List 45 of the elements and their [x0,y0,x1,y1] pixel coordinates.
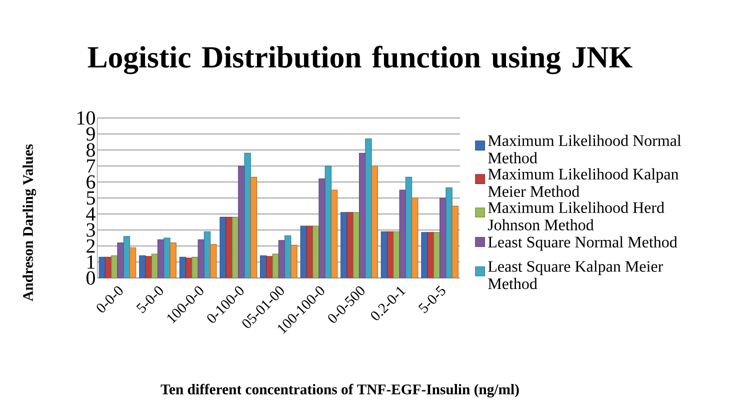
legend-label: Maximum Likelihood Herd Johnson Method [488,202,664,230]
y-tick-label: 7 [87,159,96,173]
bar [272,254,279,278]
y-axis-title: Andreson Darling Values [22,144,36,302]
y-tick-label: 8 [86,143,95,157]
y-tick-label: 9 [86,127,95,141]
bar [145,256,152,278]
bar [358,152,366,278]
bar [151,254,158,278]
bar [278,240,286,278]
chart-title: Logistic Distribution function using JNK [88,46,632,74]
bar [198,239,204,278]
bar [346,212,354,278]
bar [318,178,326,278]
bar [238,166,245,278]
bar [117,242,124,278]
bar [352,212,360,278]
bar [399,190,406,278]
legend-label: Least Square Kalpan Meier Method [488,260,664,290]
y-tick-label: 4 [86,207,96,221]
bar [186,258,192,278]
legend-label: Least Square Normal Method [488,236,678,251]
legend-label: Maximum Likelihood Kalpan Meier Method [488,168,679,197]
bar [104,256,112,278]
bar [427,232,434,278]
bar [312,226,320,278]
bar [266,256,273,278]
y-tick-label: 0 [86,271,95,285]
bar [306,226,314,278]
y-tick-label: 5 [86,191,95,205]
bar [158,239,164,278]
bar [433,232,440,278]
legend-label: Maximum Likelihood Normal Method [488,134,682,164]
y-tick-label: 1 [87,255,95,269]
bar [232,216,239,278]
bar [192,256,198,278]
y-tick-label: 10 [77,111,95,125]
y-tick-label: 3 [86,223,95,237]
bar [440,198,446,278]
bar [393,231,400,278]
y-tick-label: 6 [86,175,96,189]
bar [387,231,394,278]
x-axis-title: Ten different concentrations of TNF-EGF-Insulin (ng/ml) [160,384,519,398]
bar [226,216,233,278]
y-tick-label: 2 [86,239,95,253]
